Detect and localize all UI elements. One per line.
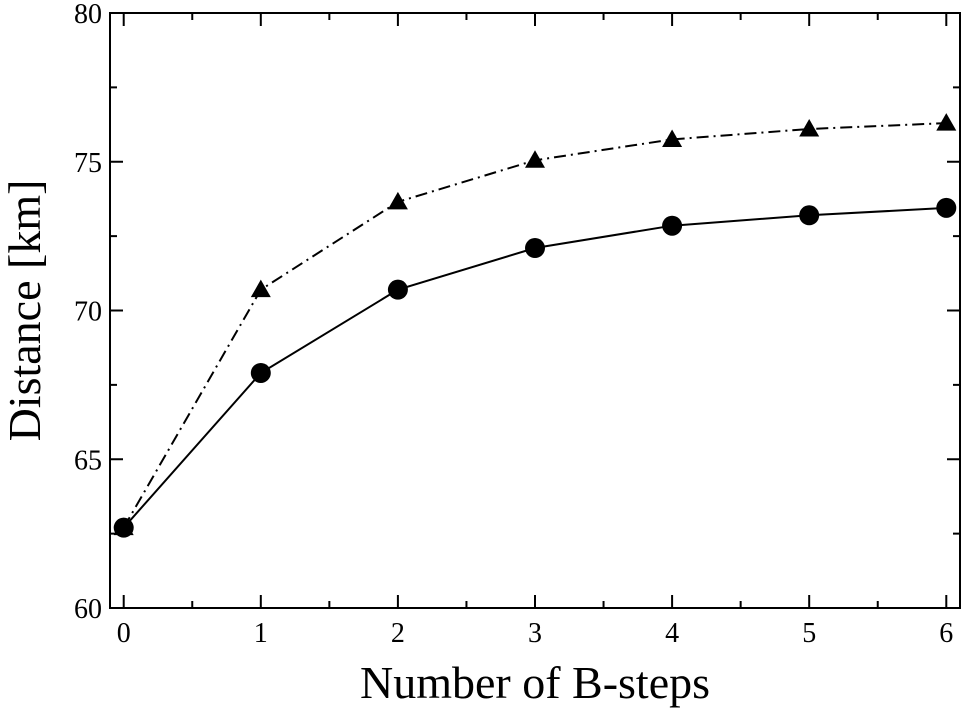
x-axis-title: Number of B-steps [360, 657, 710, 708]
x-tick-label: 4 [665, 618, 679, 649]
data-point-circle [936, 197, 957, 218]
y-tick-label: 60 [74, 594, 102, 625]
x-tick-label: 1 [254, 618, 268, 649]
data-point-circle [525, 238, 545, 259]
y-tick-label: 80 [74, 0, 102, 30]
x-tick-label: 2 [391, 618, 405, 649]
series-layer [113, 113, 957, 538]
data-point-circle [799, 205, 820, 226]
data-point-triangle [662, 129, 683, 147]
series-triangle [113, 113, 957, 536]
y-axis-ticks: 60 65 70 75 80 [74, 0, 960, 625]
data-point-circle [387, 279, 408, 300]
plot-frame [109, 12, 961, 609]
data-point-triangle [936, 113, 957, 131]
x-tick-label: 6 [939, 618, 953, 649]
data-point-circle [662, 215, 683, 236]
y-tick-label: 70 [74, 297, 102, 328]
y-tick-label: 75 [74, 148, 102, 179]
data-point-triangle [525, 150, 545, 168]
data-point-circle [250, 362, 271, 383]
data-point-triangle [113, 517, 134, 536]
x-tick-label: 0 [117, 618, 131, 649]
series-line-triangle [122, 122, 947, 529]
data-point-triangle [250, 279, 271, 298]
y-axis-title: Distance [km] [0, 180, 50, 442]
series-circle [113, 197, 957, 538]
data-point-triangle [799, 119, 820, 137]
x-axis-ticks: 0 1 2 3 4 5 6 [117, 13, 953, 649]
x-tick-label: 5 [802, 618, 816, 649]
x-tick-label: 3 [528, 618, 542, 649]
data-point-triangle [387, 191, 408, 210]
y-tick-label: 65 [74, 445, 102, 476]
